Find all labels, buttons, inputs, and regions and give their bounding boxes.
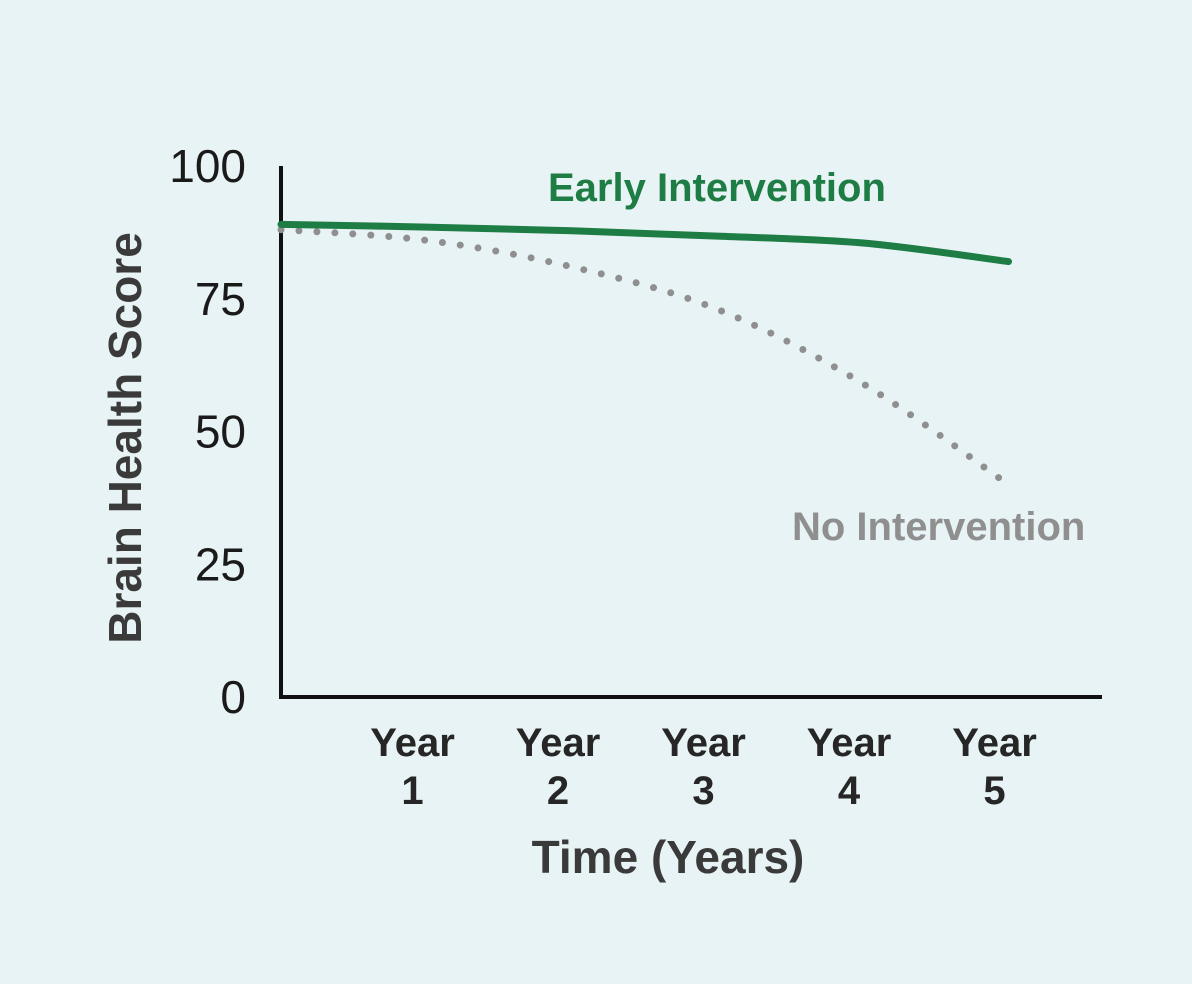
x-tick-label-line1: Year bbox=[952, 721, 1037, 765]
x-tick-label-line1: Year bbox=[807, 721, 892, 765]
series-labels: Early Intervention No Intervention bbox=[548, 166, 1085, 549]
x-tick-label-line2: 4 bbox=[838, 769, 861, 813]
y-tick-label: 25 bbox=[195, 538, 246, 590]
x-tick-label-line2: 3 bbox=[692, 769, 714, 813]
early-intervention-line bbox=[277, 220, 1012, 266]
no-intervention-label: No Intervention bbox=[792, 505, 1085, 549]
early-intervention-label: Early Intervention bbox=[548, 166, 886, 210]
x-tick-label-line1: Year bbox=[370, 721, 455, 765]
y-tick-label: 75 bbox=[195, 273, 246, 325]
x-tick-label-line2: 1 bbox=[401, 769, 423, 813]
y-tick-label: 100 bbox=[169, 140, 246, 192]
y-axis-label: Brain Health Score bbox=[99, 232, 151, 644]
no-intervention-line bbox=[277, 226, 1012, 489]
x-tick-label-line1: Year bbox=[516, 721, 601, 765]
series-lines bbox=[277, 220, 1012, 489]
x-tick-label-line1: Year bbox=[661, 721, 746, 765]
y-tick-label: 0 bbox=[220, 671, 246, 723]
x-tick-label-line2: 2 bbox=[547, 769, 569, 813]
x-axis-label: Time (Years) bbox=[532, 831, 805, 883]
axes bbox=[279, 166, 1102, 699]
y-tick-labels: 0 25 50 75 100 bbox=[169, 140, 246, 723]
y-tick-label: 50 bbox=[195, 406, 246, 458]
x-tick-label-line2: 5 bbox=[983, 769, 1005, 813]
